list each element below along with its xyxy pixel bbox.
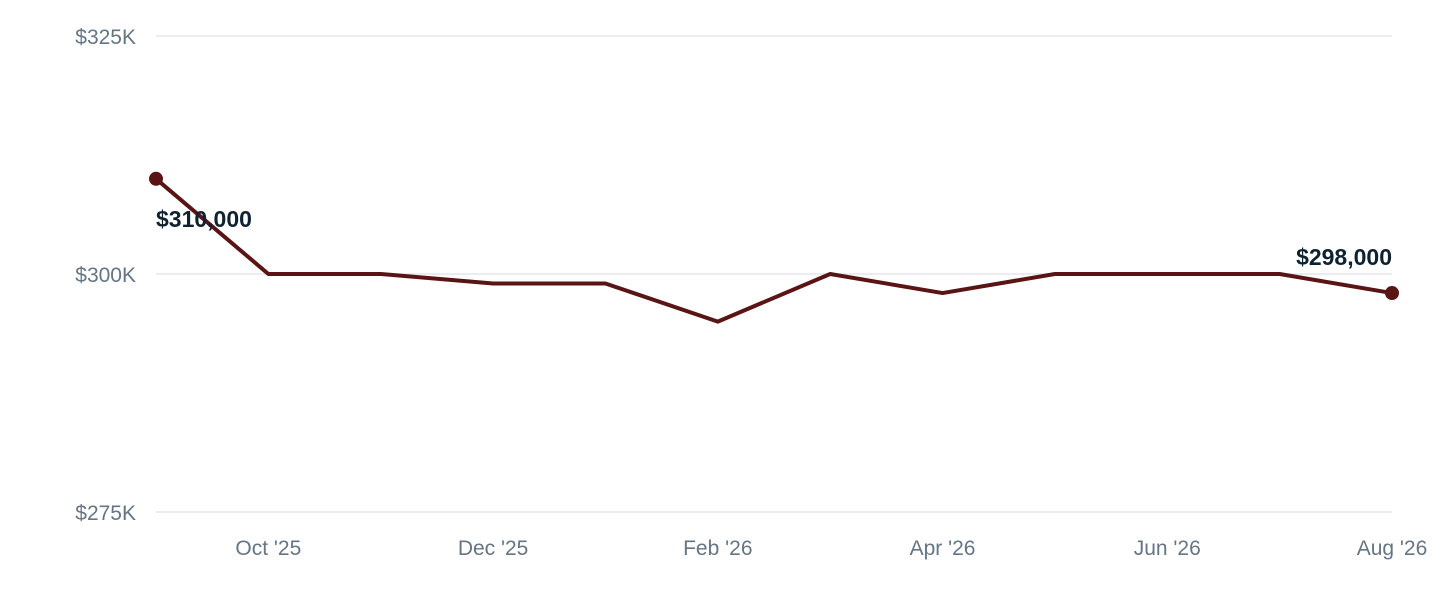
data-label: $298,000 [1296,244,1392,270]
x-tick-label: Jun '26 [1134,537,1201,560]
data-label: $310,000 [156,206,252,232]
y-tick-label: $300K [75,264,136,287]
series-layer [149,171,1399,324]
series-line [154,176,1394,324]
x-axis-ticks: Oct '25 Dec '25 Feb '26 Apr '26 Jun '26 Aug '… [235,537,1427,560]
x-tick-label: Dec '25 [458,537,529,560]
y-tick-label: $275K [75,502,136,525]
x-tick-label: Oct '25 [235,537,301,560]
data-labels: $310,000 $298,000 [156,206,1392,270]
x-tick-label: Aug '26 [1357,537,1428,560]
y-axis-ticks: $275K $300K $325K [75,26,136,525]
x-tick-label: Apr '26 [910,537,976,560]
data-point-marker [1385,286,1399,301]
data-point-marker [149,171,163,186]
y-tick-label: $325K [75,26,136,49]
x-tick-label: Feb '26 [683,537,752,560]
